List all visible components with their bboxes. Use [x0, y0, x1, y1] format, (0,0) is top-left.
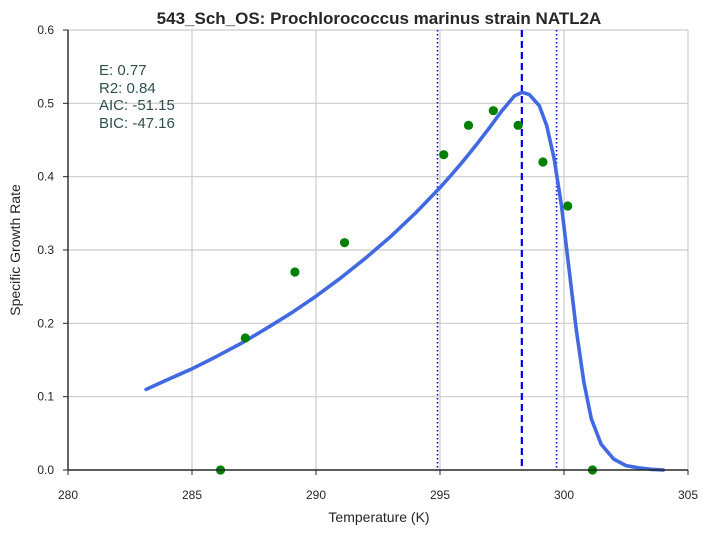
- y-tick-label: 0.0: [37, 463, 54, 477]
- x-tick-label: 300: [554, 488, 574, 502]
- data-point: [538, 157, 548, 167]
- grid-lines: [68, 29, 689, 470]
- y-tick-label: 0.2: [37, 316, 54, 330]
- y-axis-label: Specific Growth Rate: [7, 184, 23, 316]
- stat-r2: R2: 0.84: [99, 80, 156, 97]
- x-tick-label: 290: [306, 488, 326, 502]
- y-tick-label: 0.5: [37, 96, 54, 110]
- fit-statistics: E: 0.77 R2: 0.84 AIC: -51.15 BIC: -47.16: [99, 62, 175, 132]
- y-tick-label: 0.3: [37, 243, 54, 257]
- data-point: [563, 201, 573, 211]
- chart-title: 543_Sch_OS: Prochlorococcus marinus stra…: [157, 9, 602, 28]
- y-tick-labels: 0.0 0.1 0.2 0.3 0.4 0.5 0.6: [37, 23, 68, 477]
- y-tick-label: 0.1: [37, 390, 54, 404]
- fit-curve: [144, 90, 665, 472]
- x-axis-label: Temperature (K): [328, 509, 429, 525]
- x-tick-label: 280: [58, 488, 78, 502]
- reference-lines: [436, 30, 558, 470]
- x-tick-label: 295: [430, 488, 450, 502]
- data-points-layer: [215, 106, 598, 475]
- data-point: [290, 267, 300, 277]
- y-tick-label: 0.4: [37, 170, 54, 184]
- data-point: [513, 120, 523, 130]
- data-point: [463, 120, 474, 130]
- x-tick-labels: 280 285 290 295 300 305: [58, 470, 698, 502]
- stat-bic: BIC: -47.16: [99, 115, 175, 132]
- x-tick-label: 285: [182, 488, 202, 502]
- stat-e: E: 0.77: [99, 62, 147, 79]
- fit-curve-layer: [144, 90, 665, 472]
- data-point: [439, 150, 449, 160]
- stat-aic: AIC: -51.15: [99, 97, 175, 114]
- y-tick-label: 0.6: [37, 23, 54, 37]
- data-point: [488, 106, 498, 116]
- data-point: [240, 333, 250, 343]
- data-point: [339, 238, 350, 248]
- x-tick-label: 305: [678, 488, 698, 502]
